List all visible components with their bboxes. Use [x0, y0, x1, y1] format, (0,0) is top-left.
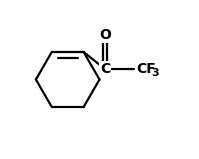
Text: O: O: [99, 28, 111, 42]
Text: CF: CF: [136, 62, 156, 76]
Text: C: C: [100, 62, 110, 76]
Text: 3: 3: [151, 68, 159, 78]
